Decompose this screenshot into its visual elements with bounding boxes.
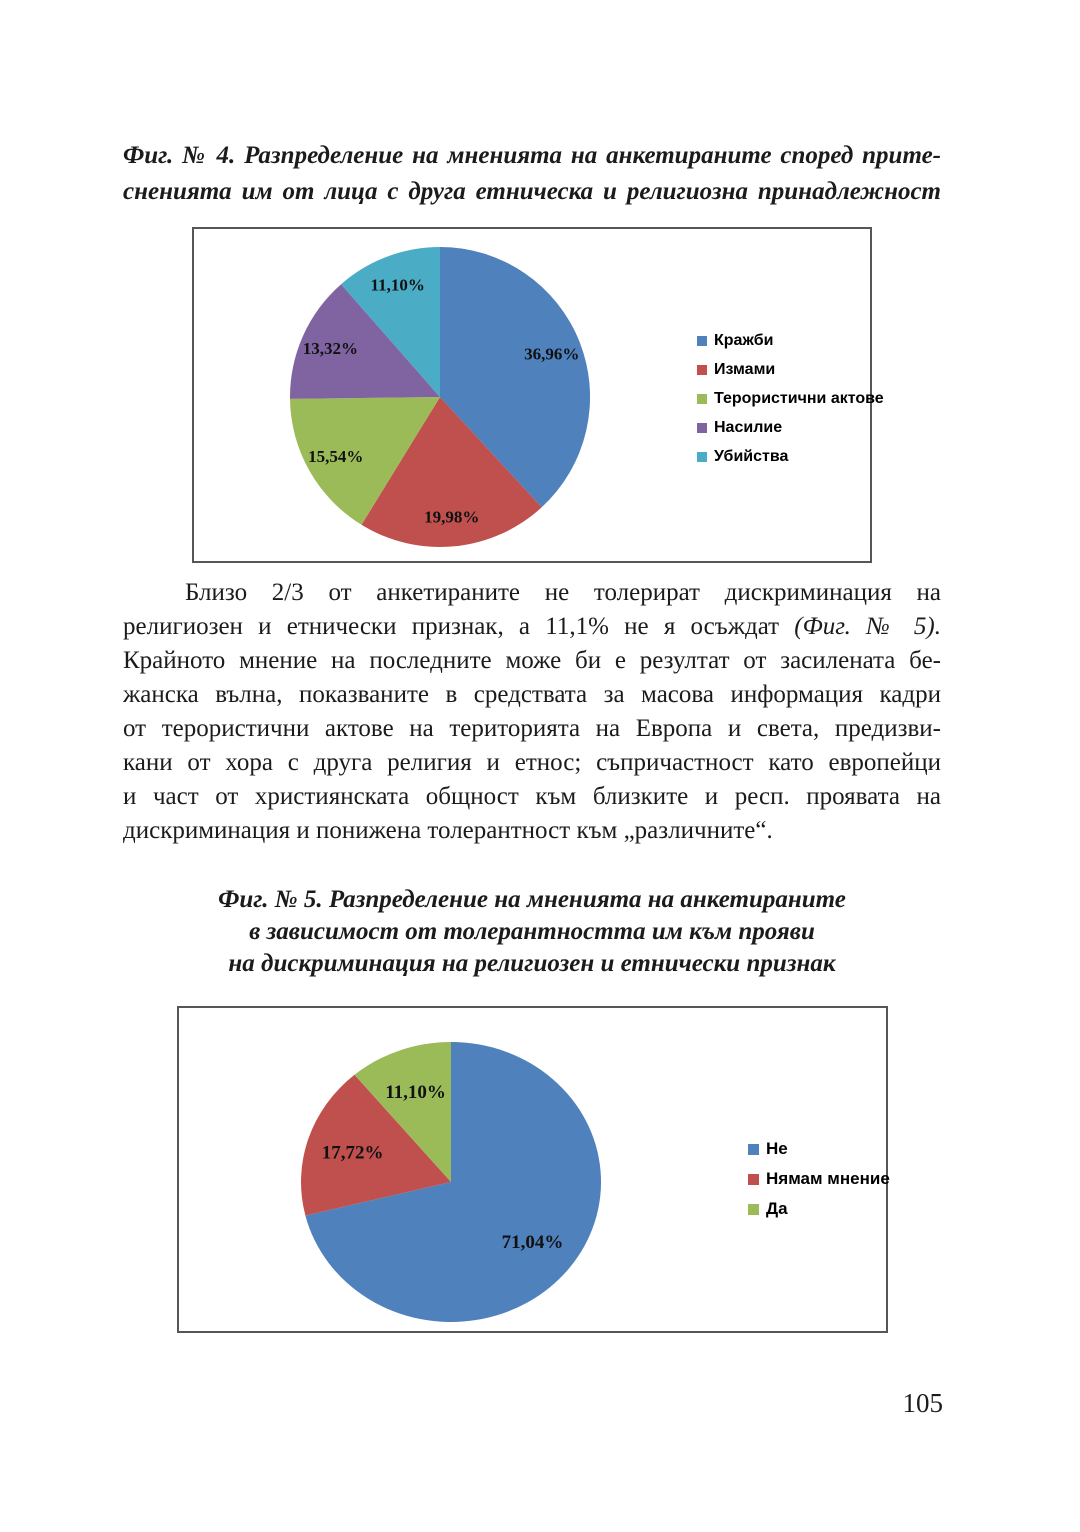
figure5-pie-chart: 71,04% 17,72% 11,10% (301, 1042, 602, 1322)
legend-item-3: Насилие (697, 413, 884, 442)
legend-label: Кражби (714, 331, 774, 349)
legend-label: Нямам мнение (766, 1169, 890, 1188)
legend-item-1: Нямам мнение (748, 1164, 890, 1194)
legend-label: Не (766, 1139, 788, 1158)
legend-label: Да (766, 1199, 788, 1218)
figure4-caption-line-2: сненията им от лица с друга етническа и … (123, 178, 941, 205)
pie-slice-1 (301, 1074, 451, 1216)
paragraph-line: жанска вълна, показваните в средствата з… (123, 681, 941, 708)
page-number: 105 (902, 1388, 944, 1418)
paragraph-line: и част от християнската общност към близ… (123, 783, 941, 810)
figure5-caption-line-1: Фиг. № 5. Разпределение на мненията на а… (218, 886, 846, 913)
figure4-legend: Кражби Измами Терористични актове Насилие Уб… (697, 326, 884, 471)
figure5-caption-line-3: на дискриминация на религиозен и етничес… (228, 950, 836, 977)
legend-item-2: Терористични актове (697, 384, 884, 413)
legend-item-0: Не (748, 1134, 890, 1164)
body-paragraph: Близо 2/3 от анкетираните не толерират д… (123, 576, 941, 848)
paragraph-line: от терористични актове на територията на… (123, 715, 941, 742)
figure4-caption-line-1: Фиг. № 4. Разпределение на мненията на а… (123, 142, 941, 169)
slice-value-label: 17,72% (322, 1143, 384, 1164)
legend-color-swatch (748, 1203, 759, 1215)
pie-slice-3 (289, 284, 440, 399)
legend-color-swatch (748, 1173, 759, 1185)
paragraph-line: кани от хора с друга религия и етнос; съ… (123, 749, 941, 776)
legend-item-4: Убийства (697, 442, 884, 471)
figure5-legend: Не Нямам мнение Да (748, 1134, 890, 1224)
legend-color-swatch (697, 422, 707, 433)
legend-label: Насилие (714, 418, 783, 436)
paragraph-line: религиозен и етнически признак, а 11,1% … (123, 610, 941, 644)
paragraph-line: Крайното мнение на последните може би е … (123, 647, 941, 674)
legend-color-swatch (697, 335, 707, 346)
figure5-caption-line-2: в зависимост от толерантността им към пр… (249, 918, 815, 945)
pie-slice-2 (290, 397, 440, 525)
pie-slice-2 (354, 1042, 451, 1182)
slice-value-label: 11,10% (385, 1082, 446, 1103)
pie-slice-0 (305, 1042, 602, 1322)
slice-value-label: 13,32% (303, 339, 358, 358)
slice-value-label: 11,10% (371, 276, 425, 295)
pie-slice-1 (361, 397, 542, 548)
legend-color-swatch (697, 451, 707, 462)
legend-item-0: Кражби (697, 326, 884, 355)
legend-item-2: Да (748, 1194, 890, 1224)
paragraph-text: религиозен и етнически признак, а 11,1% … (123, 613, 795, 640)
legend-label: Убийства (714, 447, 789, 465)
paragraph-line: дискриминация и понижена толерантност къ… (123, 817, 773, 844)
slice-value-label: 15,54% (308, 447, 363, 466)
legend-color-swatch (697, 364, 707, 375)
legend-label: Терористични актове (714, 389, 884, 407)
figure5-caption: Фиг. № 5. Разпределение на мненията на а… (130, 884, 934, 980)
legend-item-1: Измами (697, 355, 884, 384)
figure4-pie-chart: 36,96% 19,98% 15,54% 13,32% 11,10% (289, 247, 591, 548)
figure5-reference: (Фиг. № 5). (794, 613, 941, 640)
figure4-pie-chart-frame: 36,96% 19,98% 15,54% 13,32% 11,10% Кражби Изм… (192, 227, 884, 563)
figure5-pie-chart-frame: 71,04% 17,72% 11,10% Не Нямам мнение Да (177, 1006, 890, 1333)
legend-color-swatch (697, 393, 707, 404)
paragraph-line: Близо 2/3 от анкетираните не толерират д… (185, 579, 941, 606)
slice-value-label: 19,98% (424, 507, 479, 526)
slice-value-label: 71,04% (502, 1232, 564, 1253)
pie-slice-4 (341, 247, 440, 397)
legend-label: Измами (714, 360, 776, 378)
pie-slice-0 (440, 247, 591, 508)
legend-color-swatch (748, 1143, 759, 1155)
slice-value-label: 36,96% (524, 344, 579, 363)
figure4-caption: Фиг. № 4. Разпределение на мненията на а… (123, 138, 941, 210)
